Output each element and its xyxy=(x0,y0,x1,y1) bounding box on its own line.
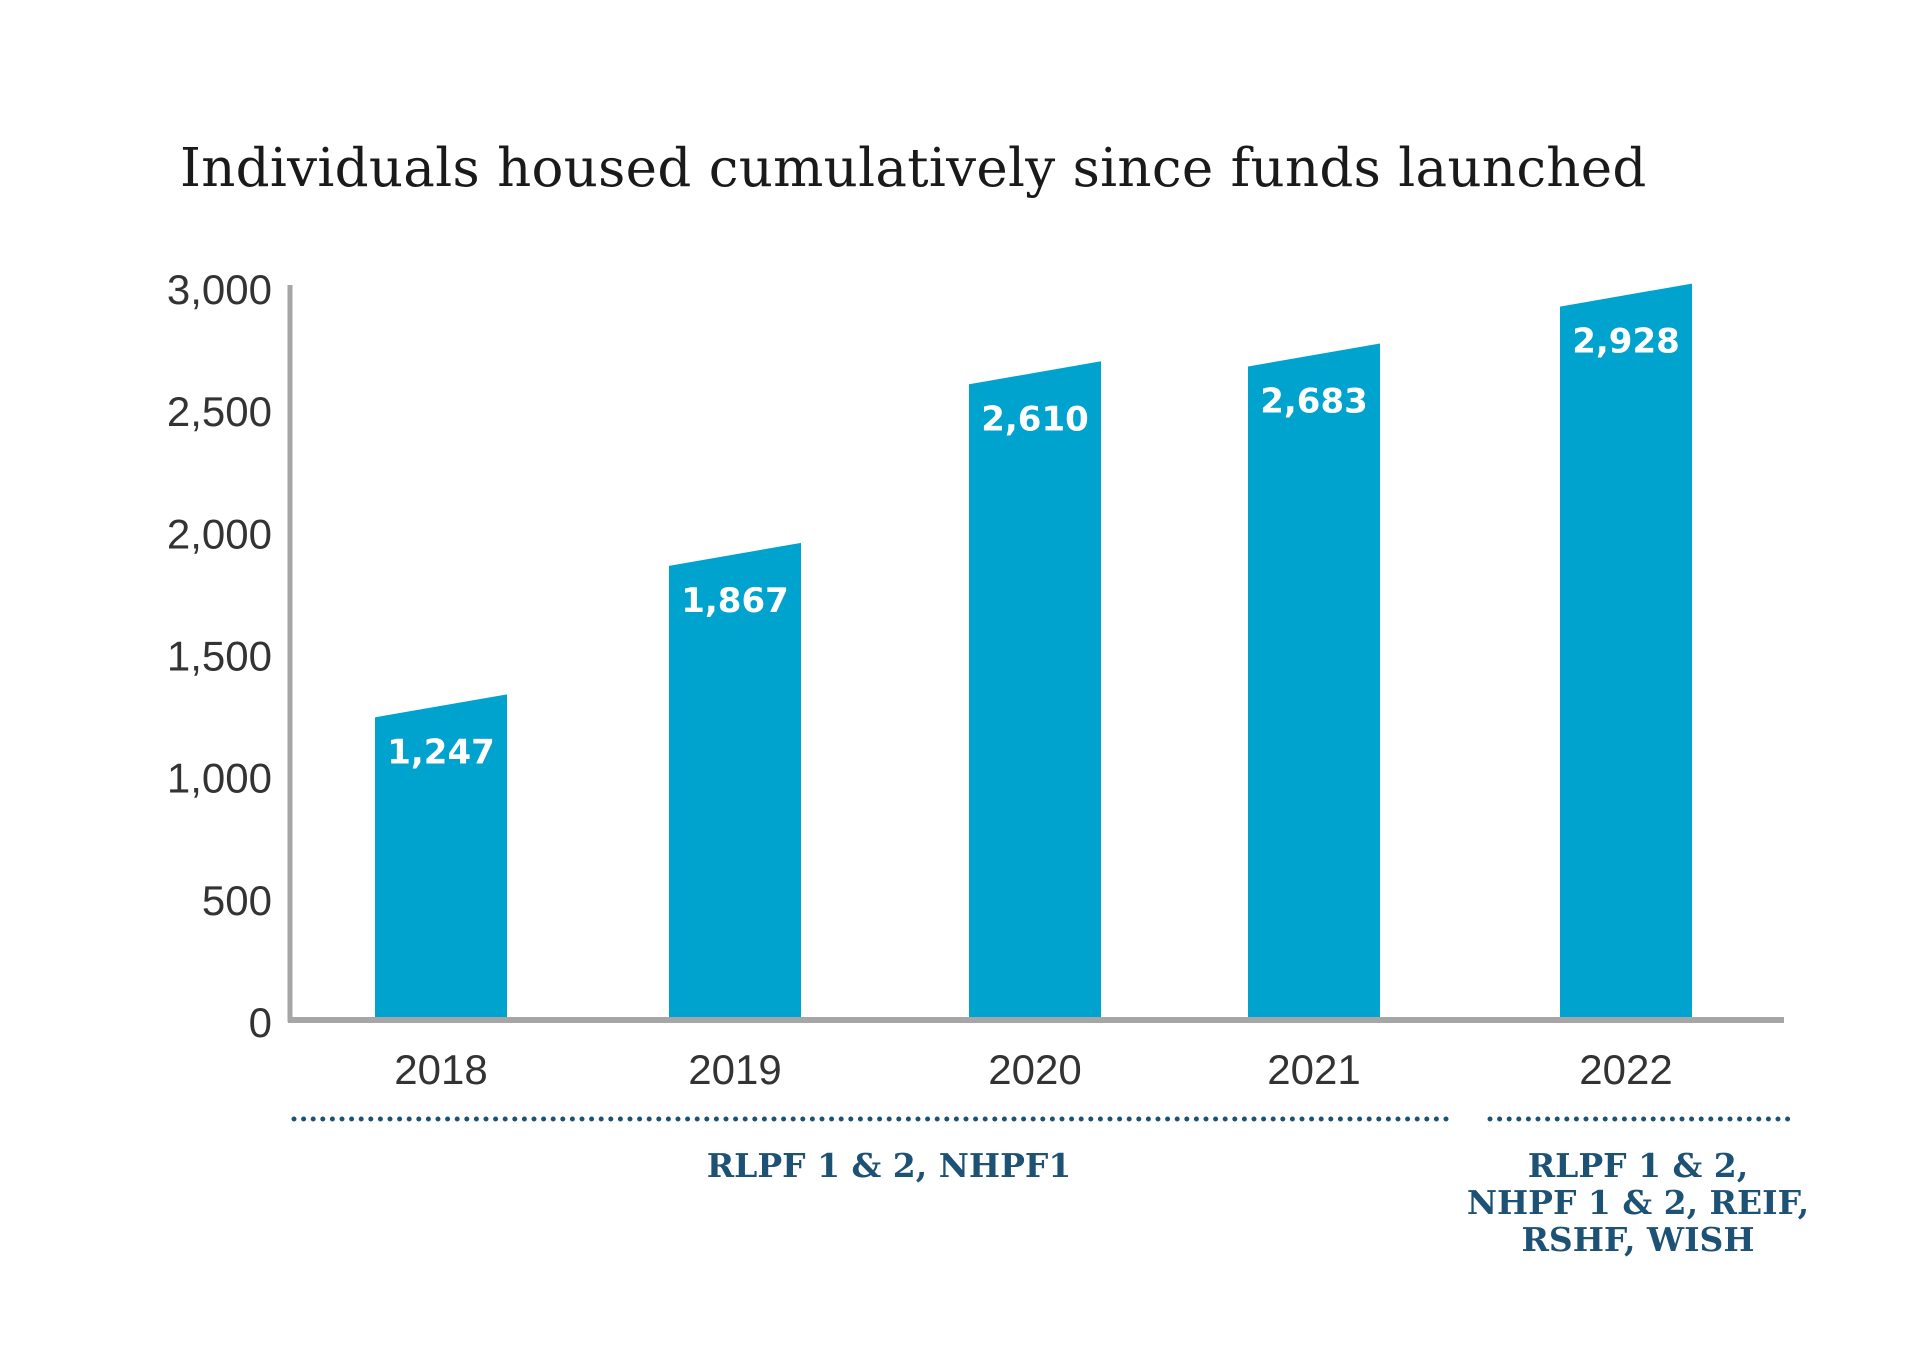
bar-2021 xyxy=(1248,343,1380,1022)
y-tick-label: 500 xyxy=(202,877,272,924)
fund-group-label: RLPF 1 & 2, xyxy=(1528,1146,1749,1185)
value-label: 1,867 xyxy=(681,581,789,621)
y-tick-label: 2,500 xyxy=(167,388,272,435)
x-tick-label: 2020 xyxy=(988,1046,1081,1093)
value-label: 1,247 xyxy=(387,732,495,772)
bar-2022 xyxy=(1560,283,1692,1022)
x-tick-label: 2018 xyxy=(394,1046,487,1093)
x-tick-label: 2021 xyxy=(1267,1046,1360,1093)
x-tick-label: 2022 xyxy=(1579,1046,1672,1093)
bar-2018 xyxy=(375,694,507,1022)
value-label: 2,928 xyxy=(1572,322,1680,362)
y-tick-label: 1,000 xyxy=(167,755,272,802)
y-tick-label: 0 xyxy=(249,999,272,1046)
value-label: 2,683 xyxy=(1260,381,1368,421)
fund-group-label: NHPF 1 & 2, REIF, xyxy=(1467,1183,1809,1222)
fund-group-label: RLPF 1 & 2, NHPF1 xyxy=(707,1146,1072,1185)
chart-title: Individuals housed cumulatively since fu… xyxy=(180,138,1647,199)
value-label: 2,610 xyxy=(981,399,1089,439)
y-tick-label: 1,500 xyxy=(167,633,272,680)
y-tick-label: 2,000 xyxy=(167,510,272,557)
x-tick-label: 2019 xyxy=(688,1046,781,1093)
bar-2019 xyxy=(669,542,801,1022)
fund-group-label: RSHF, WISH xyxy=(1521,1220,1754,1259)
bar-2020 xyxy=(969,361,1101,1022)
y-tick-label: 3,000 xyxy=(167,266,272,313)
